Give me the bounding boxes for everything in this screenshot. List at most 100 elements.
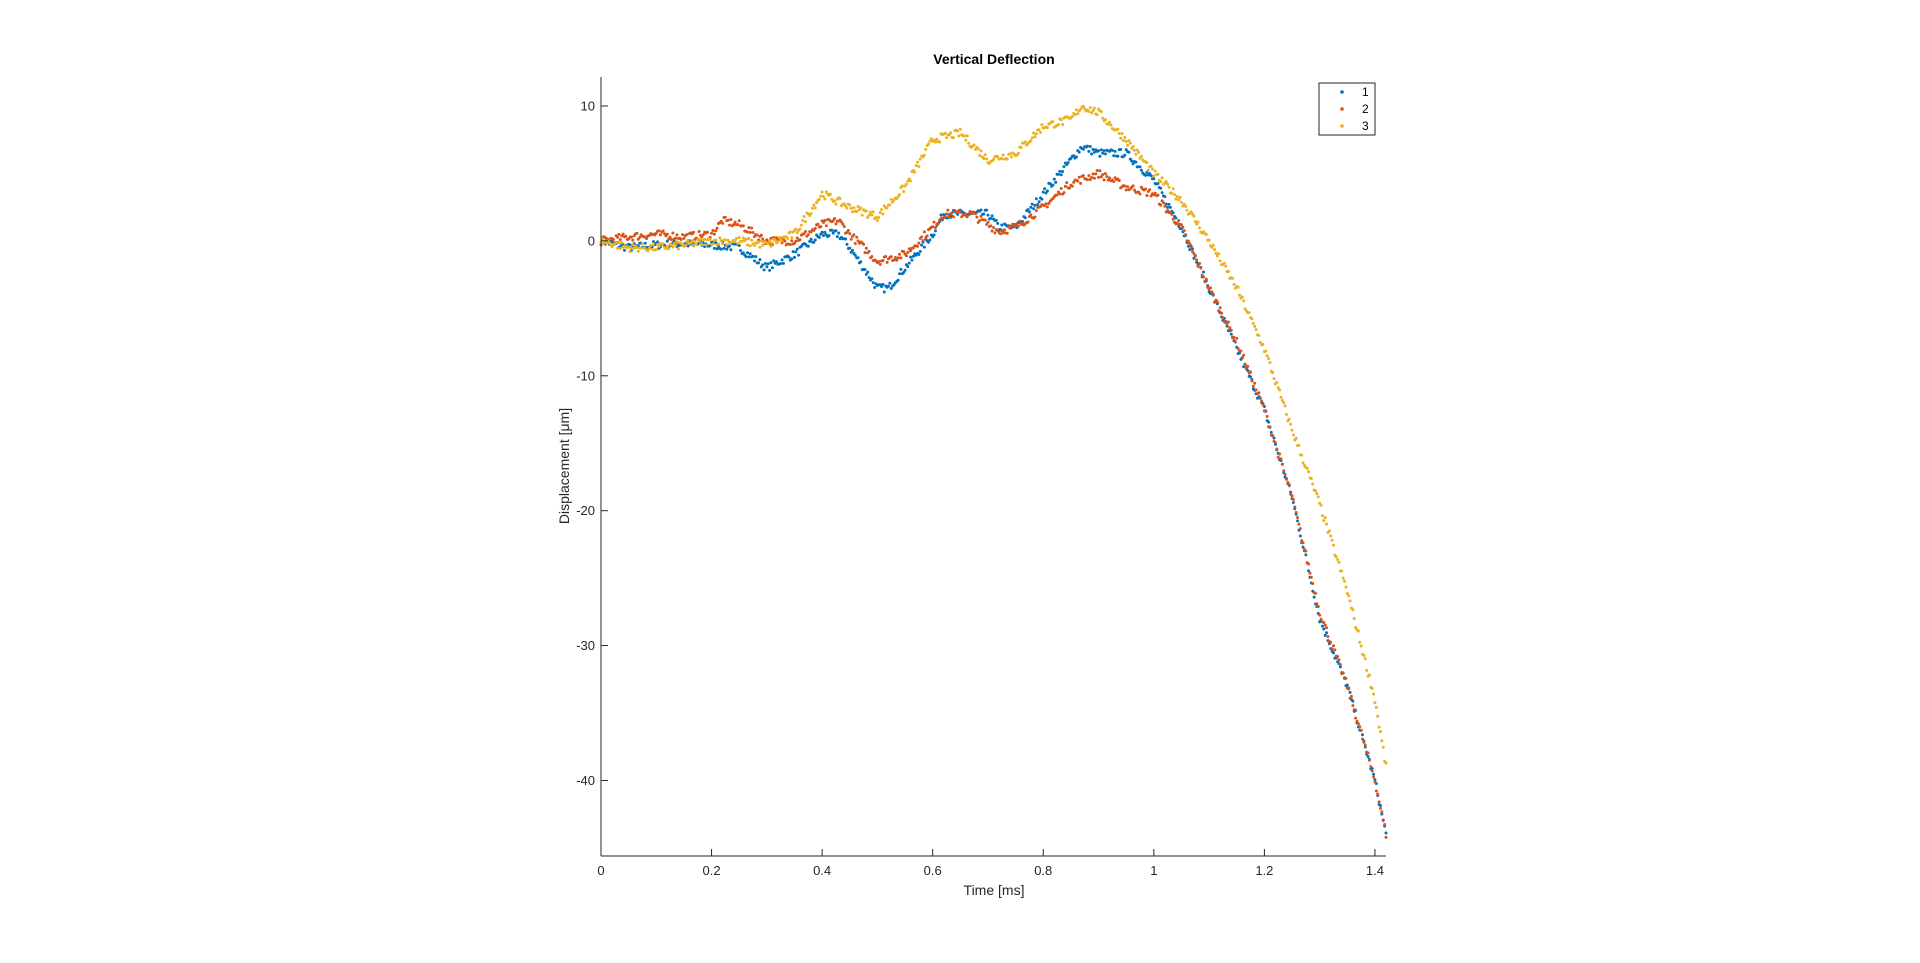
data-point: [1132, 148, 1136, 152]
data-point: [1323, 623, 1327, 627]
data-point: [1023, 140, 1027, 144]
data-point: [1145, 193, 1149, 197]
data-point: [1286, 481, 1290, 485]
data-point: [976, 147, 980, 151]
data-point: [1000, 229, 1004, 233]
data-point: [1008, 226, 1012, 230]
data-point: [795, 231, 799, 235]
data-point: [799, 223, 803, 227]
data-point: [895, 258, 899, 262]
data-point: [1123, 153, 1127, 157]
data-point: [1280, 398, 1284, 402]
data-point: [1280, 462, 1284, 466]
data-point: [671, 231, 675, 235]
data-point: [859, 260, 863, 264]
data-point: [708, 238, 712, 242]
data-point: [643, 241, 647, 245]
data-point: [974, 212, 978, 216]
data-point: [766, 242, 770, 246]
data-point: [794, 239, 798, 243]
data-point: [1229, 328, 1233, 332]
data-point: [733, 239, 737, 243]
data-point: [1032, 131, 1036, 135]
data-point: [817, 235, 821, 239]
data-point: [1261, 342, 1265, 346]
data-point: [1253, 381, 1257, 385]
data-point: [757, 240, 761, 244]
data-point: [902, 250, 906, 254]
data-point: [1196, 264, 1200, 268]
data-point: [986, 220, 990, 224]
data-point: [1341, 576, 1345, 580]
data-point: [737, 219, 741, 223]
data-point: [1081, 174, 1085, 178]
data-point: [1019, 146, 1023, 150]
data-point: [636, 249, 640, 253]
data-point: [1195, 260, 1199, 264]
data-point: [1008, 152, 1012, 156]
data-point: [990, 229, 994, 233]
data-point: [1305, 466, 1309, 470]
data-point: [794, 227, 798, 231]
y-tick-label: -40: [576, 773, 595, 788]
data-point: [1127, 150, 1131, 154]
data-point: [802, 232, 806, 236]
data-point: [712, 232, 716, 236]
data-point: [1365, 668, 1369, 672]
data-point: [902, 190, 906, 194]
data-point: [685, 233, 689, 237]
data-point: [1033, 135, 1037, 139]
data-point: [855, 210, 859, 214]
data-point: [849, 237, 853, 241]
data-point: [1166, 209, 1170, 213]
data-point: [1138, 165, 1142, 169]
data-point: [815, 201, 819, 205]
chart-title: Vertical Deflection: [933, 51, 1054, 67]
data-point: [1323, 633, 1327, 637]
data-point: [1215, 254, 1219, 258]
data-point: [1279, 457, 1283, 461]
data-point: [747, 255, 751, 259]
data-point: [1159, 203, 1163, 207]
data-point: [801, 218, 805, 222]
data-point: [1290, 494, 1294, 498]
data-point: [1231, 276, 1235, 280]
data-point: [741, 236, 745, 240]
data-point: [1289, 422, 1293, 426]
data-point: [871, 281, 875, 285]
data-point: [798, 238, 802, 242]
data-point: [1061, 169, 1065, 173]
data-point: [1098, 154, 1102, 158]
data-point: [889, 197, 893, 201]
data-point: [1153, 191, 1157, 195]
data-point: [1278, 452, 1282, 456]
data-point: [1192, 214, 1196, 218]
data-point: [866, 215, 870, 219]
data-point: [1070, 184, 1074, 188]
data-point: [1171, 187, 1175, 191]
data-point: [927, 142, 931, 146]
data-point: [852, 206, 856, 210]
data-point: [915, 244, 919, 248]
data-point: [1065, 181, 1069, 185]
data-point: [1275, 447, 1279, 451]
data-point: [1367, 673, 1371, 677]
data-point: [714, 238, 718, 242]
data-point: [1189, 210, 1193, 214]
data-point: [1282, 469, 1286, 473]
data-point: [1102, 149, 1106, 153]
data-point: [1076, 179, 1080, 183]
data-point: [729, 248, 733, 252]
data-point: [964, 138, 968, 142]
data-point: [710, 231, 714, 235]
data-point: [933, 140, 937, 144]
data-point: [1095, 168, 1099, 172]
data-point: [1250, 379, 1254, 383]
data-point: [1290, 428, 1294, 432]
data-point: [881, 282, 885, 286]
data-point: [635, 231, 639, 235]
data-point: [842, 224, 846, 228]
data-point: [1229, 332, 1233, 336]
data-point: [747, 226, 751, 230]
data-point: [1001, 153, 1005, 157]
